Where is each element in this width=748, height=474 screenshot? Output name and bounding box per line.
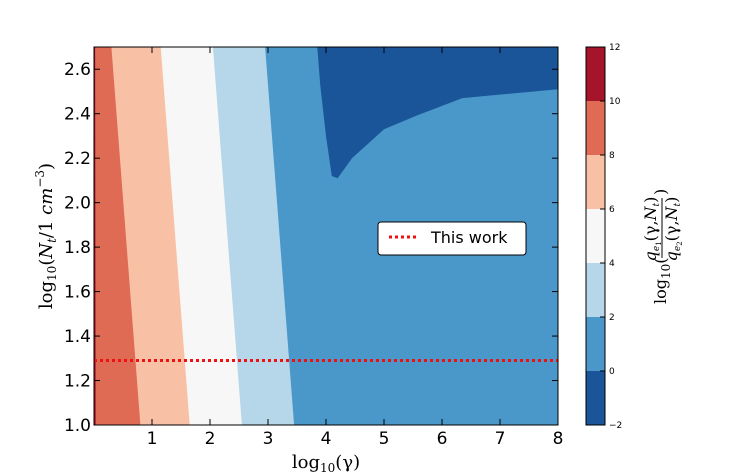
x-tick-label: 8 — [553, 429, 564, 449]
colorbar-segment — [586, 101, 605, 155]
colorbar-tick-label: 2 — [609, 313, 615, 323]
colorbar-tick-label: 10 — [609, 97, 621, 107]
y-tick-label: 2.4 — [64, 105, 91, 125]
colorbar-segment — [586, 371, 605, 425]
x-tick-label: 5 — [379, 429, 390, 449]
x-tick-label: 4 — [321, 429, 332, 449]
axis-ticks: 1 2 3 4 5 6 7 8 1.0 1.2 1.4 1.6 1.8 2.0 2.2 2.4 2.6 — [64, 47, 563, 449]
x-axis-label: log10(γ) — [292, 452, 360, 474]
contour-band-8 — [94, 47, 141, 425]
y-axis-label: log10(Nt/1 cm−3) — [33, 163, 59, 309]
colorbar-frame — [585, 46, 606, 426]
y-tick-label: 1.2 — [64, 372, 91, 392]
x-tick-label: 1 — [147, 429, 158, 449]
y-tick-label: 1.6 — [64, 283, 91, 303]
svg-text:): ) — [651, 189, 670, 195]
colorbar-tick-label: −2 — [609, 421, 622, 431]
y-tick-label: 1.0 — [64, 416, 91, 436]
contour-band-neg2-0 — [317, 47, 558, 179]
colorbar: −2 0 2 4 6 8 10 12 — [585, 43, 622, 431]
y-tick-label: 2.2 — [64, 149, 91, 169]
svg-text:log10(: log10( — [651, 257, 673, 304]
svg-text:qe1(γ,Nt): qe1(γ,Nt) — [641, 197, 663, 262]
x-tick-label: 6 — [437, 429, 448, 449]
colorbar-segments — [586, 47, 605, 425]
y-tick-label: 2.6 — [64, 60, 91, 80]
legend: This work — [377, 221, 527, 256]
colorbar-label: log10( qe1(γ,Nt) qe2(γ,Nt) ) — [641, 189, 684, 304]
y-tick-label: 1.4 — [64, 327, 91, 347]
legend-box — [377, 221, 527, 256]
colorbar-segment — [586, 209, 605, 263]
y-tick-label: 1.8 — [64, 238, 91, 258]
colorbar-tick-label: 6 — [609, 205, 615, 215]
legend-label-this-work: This work — [430, 228, 508, 247]
colorbar-tick-label: 8 — [609, 151, 615, 161]
colorbar-tick-label: 0 — [609, 367, 615, 377]
x-tick-label: 2 — [205, 429, 216, 449]
colorbar-segment — [586, 263, 605, 317]
svg-text:qe2(γ,Nt): qe2(γ,Nt) — [662, 197, 684, 262]
colorbar-tick-label: 12 — [609, 43, 620, 53]
x-tick-label: 7 — [495, 429, 506, 449]
x-tick-label: 3 — [263, 429, 274, 449]
colorbar-tick-label: 4 — [609, 259, 615, 269]
y-tick-label: 2.0 — [64, 194, 91, 214]
colorbar-segment — [586, 47, 605, 101]
colorbar-segment — [586, 155, 605, 209]
colorbar-segment — [586, 317, 605, 371]
colorbar-ticks: −2 0 2 4 6 8 10 12 — [600, 43, 622, 431]
